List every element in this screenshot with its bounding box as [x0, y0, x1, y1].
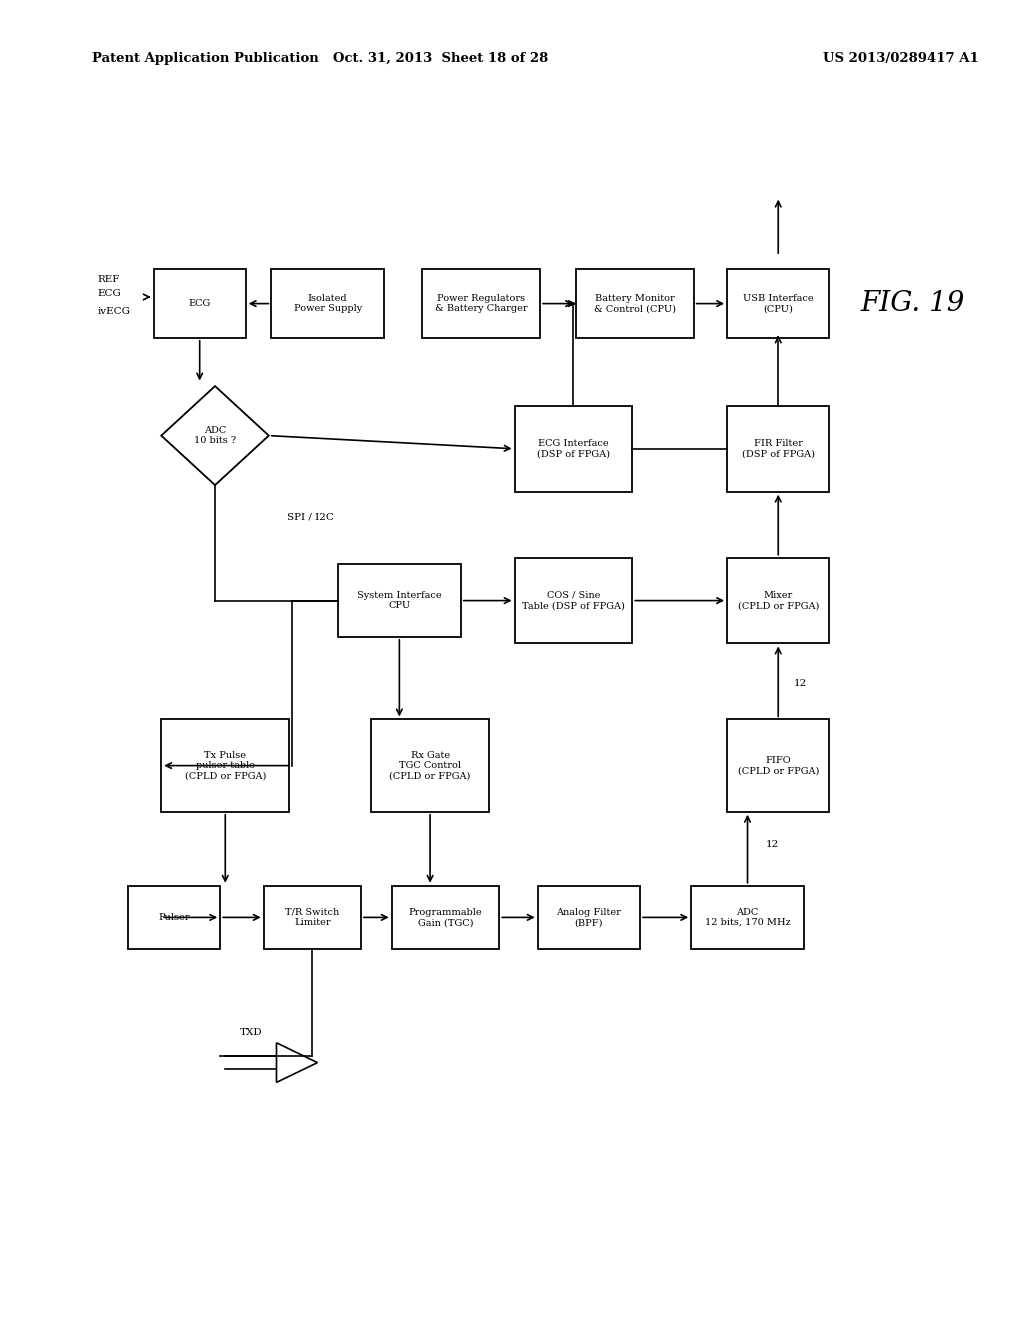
Bar: [727, 557, 829, 643]
Bar: [575, 269, 694, 338]
Text: ADC
12 bits, 170 MHz: ADC 12 bits, 170 MHz: [705, 908, 791, 927]
Text: ECG: ECG: [188, 300, 211, 308]
Text: FIR Filter
(DSP of FPGA): FIR Filter (DSP of FPGA): [741, 440, 815, 458]
Bar: [515, 557, 633, 643]
Text: FIG. 19: FIG. 19: [860, 290, 965, 317]
Text: Battery Monitor
& Control (CPU): Battery Monitor & Control (CPU): [594, 294, 676, 313]
Bar: [422, 269, 541, 338]
Bar: [691, 886, 804, 949]
Bar: [128, 886, 220, 949]
Text: Mixer
(CPLD or FPGA): Mixer (CPLD or FPGA): [737, 591, 819, 610]
Text: System Interface
CPU: System Interface CPU: [357, 591, 441, 610]
Text: Programmable
Gain (TGC): Programmable Gain (TGC): [409, 908, 482, 927]
Text: Tx Pulse
pulser table
(CPLD or FPGA): Tx Pulse pulser table (CPLD or FPGA): [184, 751, 266, 780]
Bar: [154, 269, 246, 338]
Bar: [264, 886, 361, 949]
Text: Analog Filter
(BPF): Analog Filter (BPF): [556, 908, 622, 927]
Bar: [538, 886, 640, 949]
Bar: [727, 405, 829, 491]
Text: US 2013/0289417 A1: US 2013/0289417 A1: [823, 51, 979, 65]
Bar: [371, 719, 489, 812]
Bar: [727, 269, 829, 338]
Text: COS / Sine
Table (DSP of FPGA): COS / Sine Table (DSP of FPGA): [522, 591, 625, 610]
Text: ECG Interface
(DSP of FPGA): ECG Interface (DSP of FPGA): [537, 440, 610, 458]
Text: Isolated
Power Supply: Isolated Power Supply: [294, 294, 361, 313]
Text: 12: 12: [766, 841, 779, 849]
Text: TXD: TXD: [240, 1028, 262, 1036]
Bar: [727, 719, 829, 812]
Text: Patent Application Publication: Patent Application Publication: [92, 51, 318, 65]
Bar: [162, 719, 289, 812]
Text: ivECG: ivECG: [97, 308, 130, 315]
Bar: [391, 886, 500, 949]
Text: Rx Gate
TGC Control
(CPLD or FPGA): Rx Gate TGC Control (CPLD or FPGA): [389, 751, 471, 780]
Text: Power Regulators
& Battery Charger: Power Regulators & Battery Charger: [435, 294, 527, 313]
Bar: [338, 564, 461, 636]
Text: ADC
10 bits ?: ADC 10 bits ?: [194, 426, 237, 445]
Text: ECG: ECG: [97, 289, 121, 297]
Text: Pulser: Pulser: [159, 913, 189, 921]
Text: USB Interface
(CPU): USB Interface (CPU): [743, 294, 813, 313]
Text: Oct. 31, 2013  Sheet 18 of 28: Oct. 31, 2013 Sheet 18 of 28: [333, 51, 548, 65]
Text: SPI / I2C: SPI / I2C: [287, 513, 334, 521]
Text: FIFO
(CPLD or FPGA): FIFO (CPLD or FPGA): [737, 756, 819, 775]
Text: REF: REF: [97, 276, 120, 284]
Bar: [515, 405, 633, 491]
Bar: [271, 269, 384, 338]
Text: 12: 12: [794, 680, 807, 688]
Text: T/R Switch
Limiter: T/R Switch Limiter: [286, 908, 339, 927]
